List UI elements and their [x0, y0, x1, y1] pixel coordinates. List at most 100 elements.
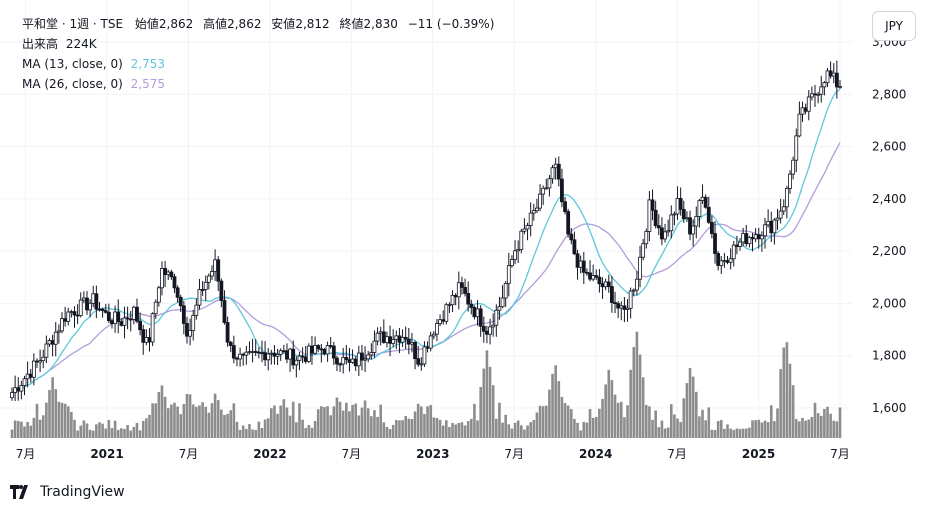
- candle-body: [275, 353, 280, 357]
- volume-bar: [757, 419, 761, 438]
- candle-body: [722, 260, 727, 262]
- volume-row[interactable]: 出来高 224K: [22, 34, 494, 54]
- tradingview-logo[interactable]: TradingView: [10, 484, 125, 500]
- candle-body: [488, 326, 492, 335]
- volume-bar: [641, 377, 645, 438]
- candle-body: [363, 358, 367, 361]
- candle-body: [622, 305, 627, 310]
- candle-body: [213, 259, 217, 272]
- candle-body: [400, 336, 405, 343]
- candle-body: [822, 82, 827, 88]
- candle-body: [169, 271, 174, 278]
- volume-bar: [282, 399, 286, 438]
- candle-body: [581, 260, 586, 273]
- candle-body: [366, 354, 371, 360]
- volume-bar: [476, 420, 479, 438]
- volume-bar: [41, 415, 45, 438]
- brand-label: TradingView: [40, 484, 125, 500]
- symbol-label[interactable]: 平和堂 · 1週 · TSE: [22, 17, 124, 31]
- volume-bar: [226, 413, 229, 438]
- candle-body: [666, 230, 671, 233]
- volume-label: 出来高: [22, 37, 59, 51]
- candle-body: [131, 306, 136, 320]
- volume-bar: [60, 402, 64, 438]
- candle-body: [641, 243, 646, 258]
- volume-bar: [654, 410, 657, 438]
- price-tick-label: 2,200: [872, 244, 906, 258]
- candle-body: [356, 352, 361, 367]
- candle-body: [113, 311, 118, 324]
- candle-body: [678, 198, 683, 210]
- volume-bar: [263, 419, 267, 438]
- ma26-row[interactable]: MA (26, close, 0) 2,575: [22, 74, 494, 94]
- candle-body: [466, 293, 471, 305]
- candle-body: [825, 70, 830, 84]
- candle-body: [828, 70, 833, 77]
- candle-body: [694, 216, 699, 227]
- volume-bar: [35, 403, 39, 438]
- volume-bar: [619, 401, 623, 438]
- candle-body: [125, 317, 130, 320]
- candle-body: [281, 350, 286, 353]
- candle-body: [475, 308, 480, 318]
- candle-body: [706, 206, 711, 223]
- volume-bar: [676, 418, 679, 438]
- currency-button[interactable]: JPY: [872, 11, 916, 41]
- candle-body: [100, 308, 105, 312]
- candle-body: [91, 293, 96, 304]
- volume-bar: [779, 369, 782, 438]
- candle-body: [631, 289, 636, 292]
- candle-body: [260, 352, 264, 354]
- volume-bar: [816, 413, 820, 438]
- volume-bar: [251, 429, 254, 438]
- close-value: 2,830: [363, 17, 398, 31]
- time-tick-label: 2025: [742, 447, 775, 461]
- volume-bar: [548, 389, 551, 438]
- candle-body: [47, 340, 52, 345]
- volume-bar: [254, 429, 258, 438]
- volume-bar: [235, 421, 239, 438]
- volume-bar: [766, 422, 770, 438]
- volume-bar: [120, 428, 123, 438]
- volume-bar: [313, 420, 317, 438]
- candle-body: [22, 378, 27, 386]
- volume-bars: [10, 331, 842, 438]
- candles: [10, 60, 842, 402]
- time-axis[interactable]: 7月 2021 7月 2022 7月 2023 7月 2024 7月 2025 7月: [16, 447, 850, 461]
- candle-body: [588, 272, 592, 280]
- volume-bar: [310, 427, 314, 438]
- volume-bar: [166, 408, 170, 438]
- candle-body: [560, 178, 564, 203]
- volume-bar: [682, 398, 686, 438]
- volume-bar: [398, 420, 401, 438]
- volume-bar: [148, 414, 151, 438]
- volume-bar: [698, 416, 701, 438]
- candle-body: [238, 353, 242, 360]
- candle-body: [800, 107, 805, 115]
- volume-bar: [229, 410, 233, 438]
- candle-body: [510, 259, 514, 267]
- volume-bar: [291, 401, 295, 438]
- volume-bar: [179, 414, 183, 438]
- candle-body: [335, 357, 339, 365]
- candle-body: [69, 311, 74, 314]
- price-tick-label: 2,000: [872, 296, 906, 310]
- candle-body: [772, 219, 777, 234]
- ma13-row[interactable]: MA (13, close, 0) 2,753: [22, 54, 494, 74]
- candle-body: [528, 212, 533, 226]
- chart-grid: [0, 0, 852, 440]
- volume-bar: [338, 401, 342, 438]
- volume-bar: [173, 402, 176, 438]
- volume-bar: [623, 417, 626, 438]
- candle-body: [166, 271, 171, 276]
- volume-bar: [669, 404, 673, 438]
- volume-bar: [713, 430, 717, 438]
- volume-bar: [732, 430, 736, 438]
- candle-body: [31, 360, 36, 378]
- candle-body: [435, 323, 439, 335]
- volume-bar: [141, 420, 145, 438]
- volume-bar: [429, 404, 432, 438]
- volume-bar: [348, 411, 351, 438]
